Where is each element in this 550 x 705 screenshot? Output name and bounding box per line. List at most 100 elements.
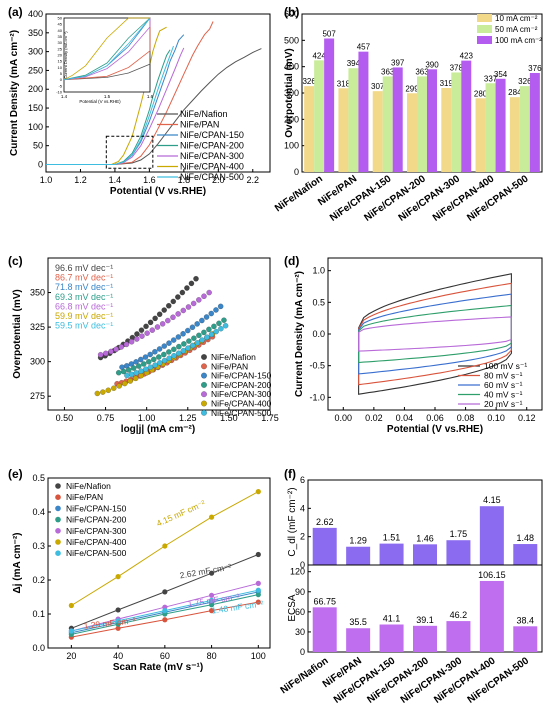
inset-y-tick: 10	[58, 65, 63, 70]
cv-curve-3	[358, 304, 512, 364]
inset-y-tick: 45	[58, 22, 63, 27]
panel-f: 0 2 4 6 2.62 1.29 1.51 1.46 1.75 4.15 1.48 0 30 60 90 1…	[279, 475, 543, 705]
inset-y-tick: 20	[58, 53, 63, 58]
data-point-6	[190, 342, 196, 349]
data-point-4	[139, 333, 145, 339]
legend-label: NiFe/Nafion	[211, 352, 256, 362]
legend-marker	[55, 550, 61, 556]
x-tick-label: 1.0	[40, 175, 53, 185]
data-point-0	[179, 289, 186, 296]
inset-x-tick: 1.4	[61, 94, 68, 99]
data-point-3	[156, 354, 162, 360]
inset-y-tick: 35	[58, 34, 63, 39]
legend-label: NiFe/CPAN-150	[66, 503, 127, 513]
data-point-2	[199, 317, 205, 324]
legend-swatch	[477, 36, 492, 44]
y-tick-label: 0.4	[32, 507, 45, 517]
x-tick-label: 0.00	[335, 413, 353, 423]
panel-label: (f)	[284, 467, 296, 481]
bar-1	[348, 68, 359, 172]
legend-marker	[201, 382, 207, 388]
inset-series-line-5	[63, 17, 150, 81]
bar	[479, 506, 504, 565]
x-axis-label: Scan Rate (mV s⁻¹)	[113, 662, 203, 673]
y-tick-label: 90	[295, 587, 305, 597]
bar-0	[407, 93, 417, 172]
data-point-4	[128, 339, 135, 345]
y-tick-label: 0	[38, 159, 43, 169]
y-tick-label: 1.0	[312, 266, 325, 276]
y-tick-label: 350	[28, 28, 43, 38]
data-point-6	[180, 348, 187, 354]
bar-0	[441, 87, 452, 172]
legend-marker	[55, 516, 61, 523]
data-point-4	[154, 324, 161, 330]
data-point-5	[138, 372, 144, 379]
inset-y-label: Current Density (mA cm⁻²)	[63, 31, 68, 79]
bar	[446, 621, 471, 652]
y-tick-label: 300	[284, 88, 299, 98]
inset-y-tick: -10	[56, 90, 63, 95]
data-point-3	[186, 338, 192, 344]
legend-marker	[55, 528, 61, 534]
y-tick-label: 0.1	[32, 609, 45, 619]
plot-frame	[45, 13, 271, 173]
data-point-6	[143, 366, 149, 372]
bar-value-label: 363	[415, 67, 429, 76]
bar-value-label: 394	[347, 59, 361, 68]
data-point-3	[206, 326, 212, 333]
y-tick-label: 4	[300, 503, 305, 513]
data-point-6	[185, 345, 191, 351]
bar-value-label: 284	[508, 88, 522, 97]
data-point-6	[222, 323, 229, 329]
bar-value-label: 423	[460, 52, 474, 61]
plot-frame	[47, 477, 271, 649]
bar-value-label: 326	[518, 77, 532, 86]
y-tick-label: 0.2	[32, 575, 45, 585]
panel-d: -1.0 -0.5 0.0 0.5 1.0 0.00 0.02 0.04 0.06 0.08 0.1…	[294, 257, 543, 435]
y-tick-label: 30	[295, 627, 305, 637]
legend-marker	[201, 372, 207, 379]
data-point-2	[189, 324, 196, 330]
data-point-5	[122, 380, 128, 387]
legend-marker	[201, 409, 207, 416]
inset-series-line-3	[63, 17, 151, 81]
series-line-5	[46, 26, 167, 165]
legend-label: NiFe/CPAN-500	[180, 172, 244, 182]
y-tick-label: 200	[28, 84, 43, 94]
data-point-4	[97, 352, 104, 358]
data-point-5	[68, 602, 74, 609]
data-point-3	[141, 361, 147, 367]
bar-1	[314, 60, 325, 173]
bar-1	[519, 86, 530, 172]
data-point-6	[208, 331, 215, 338]
data-point-1	[255, 599, 261, 605]
inset-x-tick: 1.6	[147, 94, 154, 99]
data-point-6	[194, 340, 201, 346]
y-axis-label: Δj (mA cm⁻²)	[12, 533, 23, 594]
y-tick-label: 0.0	[32, 643, 45, 653]
data-point-2	[180, 331, 186, 337]
data-point-2	[185, 327, 191, 334]
bar-value-label: 4.15	[483, 495, 501, 505]
bar-value-label: 1.46	[416, 533, 434, 543]
legend-label: 60 mV s⁻¹	[484, 380, 523, 390]
x-tick-label: 1.75	[261, 413, 279, 423]
series-line-1	[46, 21, 214, 165]
data-point-2	[142, 354, 149, 360]
y-tick-label: 500	[284, 35, 299, 45]
bar-value-label: 326	[302, 77, 316, 86]
data-point-6	[157, 360, 163, 366]
legend-marker	[55, 539, 61, 545]
panel-label: (d)	[284, 254, 299, 268]
data-point-2	[175, 334, 182, 340]
data-point-2	[194, 321, 200, 327]
data-point-4	[255, 580, 261, 587]
legend-label: NiFe/CPAN-300	[180, 151, 244, 161]
data-point-3	[181, 341, 187, 347]
data-point-3	[211, 323, 217, 330]
legend-label: NiFe/CPAN-400	[180, 162, 244, 172]
category-label: NiFe/Nafion	[279, 655, 331, 696]
x-tick-label: 2.0	[212, 175, 225, 185]
data-point-2	[203, 314, 210, 320]
